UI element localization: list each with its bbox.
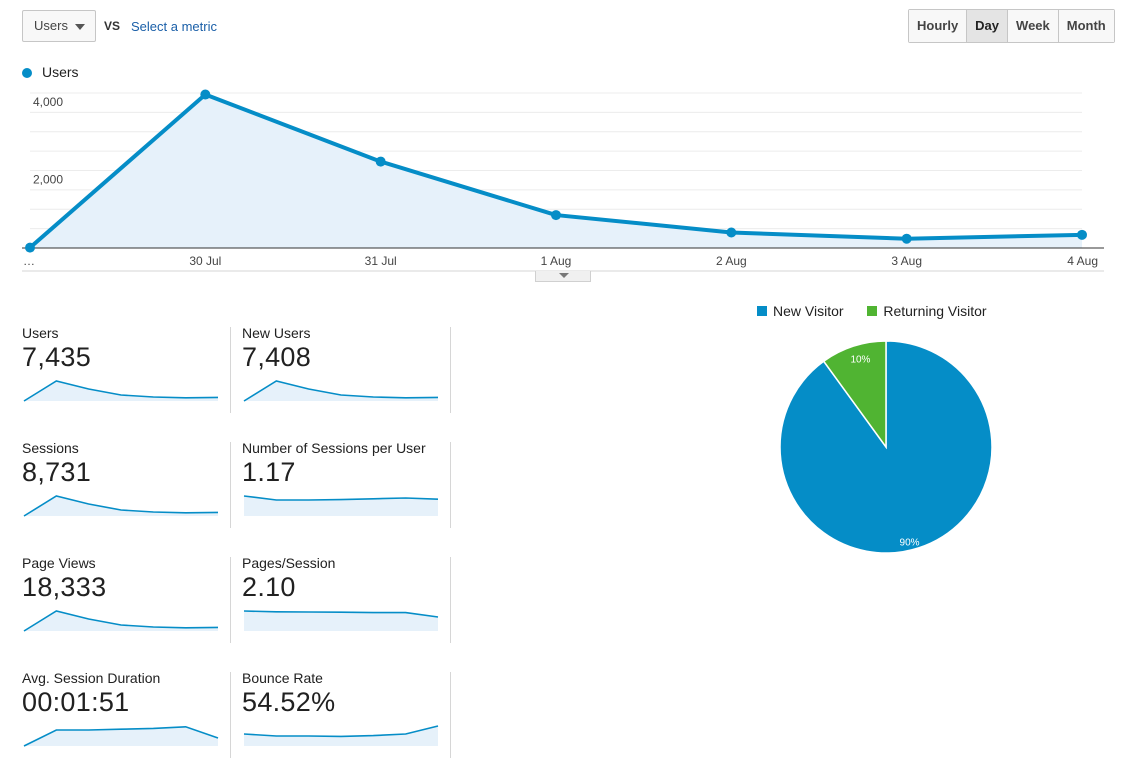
data-point[interactable] — [901, 233, 912, 244]
select-metric-link[interactable]: Select a metric — [131, 19, 217, 34]
metric-tile[interactable]: Number of Sessions per User 1.17 — [242, 440, 440, 530]
tile-divider — [230, 672, 231, 758]
metric-label: Avg. Session Duration — [22, 670, 161, 686]
metric-label: Page Views — [22, 555, 96, 571]
metric-label: Number of Sessions per User — [242, 440, 426, 456]
hourly-button[interactable]: Hourly — [909, 10, 968, 42]
week-button[interactable]: Week — [1008, 10, 1059, 42]
x-tick-label: 3 Aug — [891, 254, 922, 268]
legend-dot-icon — [22, 68, 32, 78]
tile-divider — [450, 442, 451, 528]
new-visitor-swatch-icon — [757, 306, 767, 316]
series-area — [30, 94, 1082, 248]
metric-label: New Users — [242, 325, 311, 341]
pie-slice-label: 10% — [850, 354, 870, 365]
vs-label: VS — [104, 19, 121, 33]
time-granularity-group: Hourly Day Week Month — [908, 9, 1115, 43]
sparkline-line — [23, 495, 219, 517]
tile-divider — [230, 557, 231, 643]
metric-sparkline — [23, 610, 219, 632]
metric-label: Sessions — [22, 440, 79, 456]
metric-tile[interactable]: Sessions 8,731 — [22, 440, 220, 530]
metric-sparkline — [243, 495, 439, 516]
metric-label: Users — [22, 325, 59, 341]
sparkline-area — [244, 611, 438, 631]
tile-divider — [450, 557, 451, 643]
sparkline-area — [24, 381, 218, 401]
metric-tile[interactable]: Users 7,435 — [22, 325, 220, 415]
tile-divider — [450, 672, 451, 758]
data-point[interactable] — [551, 210, 561, 221]
tile-divider — [230, 442, 231, 528]
metric-value: 2.10 — [242, 572, 296, 602]
sparkline-area — [244, 496, 438, 516]
metric-value: 18,333 — [22, 572, 107, 602]
chart-legend[interactable]: Users — [22, 64, 79, 80]
metric-sparkline — [243, 380, 439, 402]
pie-legend-returning[interactable]: Returning Visitor — [883, 303, 987, 319]
sparkline-line — [23, 610, 219, 632]
x-tick-label: 31 Jul — [365, 254, 397, 268]
metric-sparkline — [23, 725, 219, 747]
sparkline-line — [243, 610, 439, 618]
sparkline-area — [244, 726, 438, 746]
metric-sparkline — [243, 610, 439, 631]
returning-visitor-swatch-icon — [867, 306, 878, 316]
legend-series-label: Users — [42, 64, 79, 80]
pie-legend: New Visitor Returning Visitor — [757, 303, 987, 319]
data-point[interactable] — [200, 89, 211, 100]
metric-tile[interactable]: Page Views 18,333 — [22, 555, 220, 645]
metric-value: 8,731 — [22, 457, 92, 487]
month-button[interactable]: Month — [1058, 10, 1114, 42]
sparkline-line — [243, 725, 439, 738]
data-point[interactable] — [25, 242, 35, 253]
x-tick-label: 4 Aug — [1067, 254, 1098, 268]
x-tick-label: 1 Aug — [541, 254, 572, 268]
metric-value: 00:01:51 — [22, 687, 130, 717]
tile-divider — [230, 327, 231, 413]
pie-slice-label: 90% — [900, 538, 920, 549]
x-tick-label: 2 Aug — [716, 254, 747, 268]
metric-tile[interactable]: Avg. Session Duration 00:01:51 — [22, 670, 220, 760]
sparkline-line — [23, 725, 219, 747]
sparkline-area — [24, 496, 218, 516]
metric-value: 54.52% — [242, 687, 336, 717]
metric-label: Pages/Session — [242, 555, 336, 571]
metric-sparkline — [23, 380, 219, 402]
metric-sparkline — [23, 495, 219, 517]
chevron-down-icon — [75, 24, 85, 30]
pie-legend-new[interactable]: New Visitor — [773, 303, 844, 319]
metric-label: Bounce Rate — [242, 670, 323, 686]
sparkline-area — [24, 726, 218, 746]
expand-chart-toggle[interactable] — [535, 271, 591, 282]
y-tick-label: 2,000 — [33, 173, 63, 187]
metric-sparkline — [243, 725, 439, 746]
sparkline-area — [244, 381, 438, 401]
data-point[interactable] — [726, 227, 737, 238]
metric-tile[interactable]: Bounce Rate 54.52% — [242, 670, 440, 760]
metric-value: 1.17 — [242, 457, 296, 487]
x-tick-label: … — [23, 254, 35, 268]
sparkline-line — [243, 380, 439, 402]
day-button[interactable]: Day — [967, 10, 1009, 42]
users-line-chart[interactable]: 2,000 4,000 … 30 Jul 31 Jul 1 Aug 2 Aug 3 Aug 4 … — [0, 0, 1124, 290]
y-tick-label: 4,000 — [33, 95, 63, 109]
metric-value: 7,408 — [242, 342, 312, 372]
metric-tile[interactable]: Pages/Session 2.10 — [242, 555, 440, 645]
metric-value: 7,435 — [22, 342, 92, 372]
pie-slice[interactable] — [822, 340, 887, 450]
metric-tile[interactable]: New Users 7,408 — [242, 325, 440, 415]
sparkline-line — [243, 495, 439, 501]
tile-divider — [450, 327, 451, 413]
caret-down-icon — [559, 273, 569, 278]
data-point[interactable] — [1077, 229, 1087, 240]
primary-metric-dropdown[interactable]: Users — [22, 10, 96, 42]
x-tick-label: 30 Jul — [189, 254, 221, 268]
primary-metric-value: Users — [34, 18, 68, 33]
data-point[interactable] — [375, 156, 386, 167]
sparkline-area — [24, 611, 218, 631]
visitor-pie-chart[interactable]: 90% 10% — [770, 330, 1000, 560]
sparkline-line — [23, 380, 219, 402]
